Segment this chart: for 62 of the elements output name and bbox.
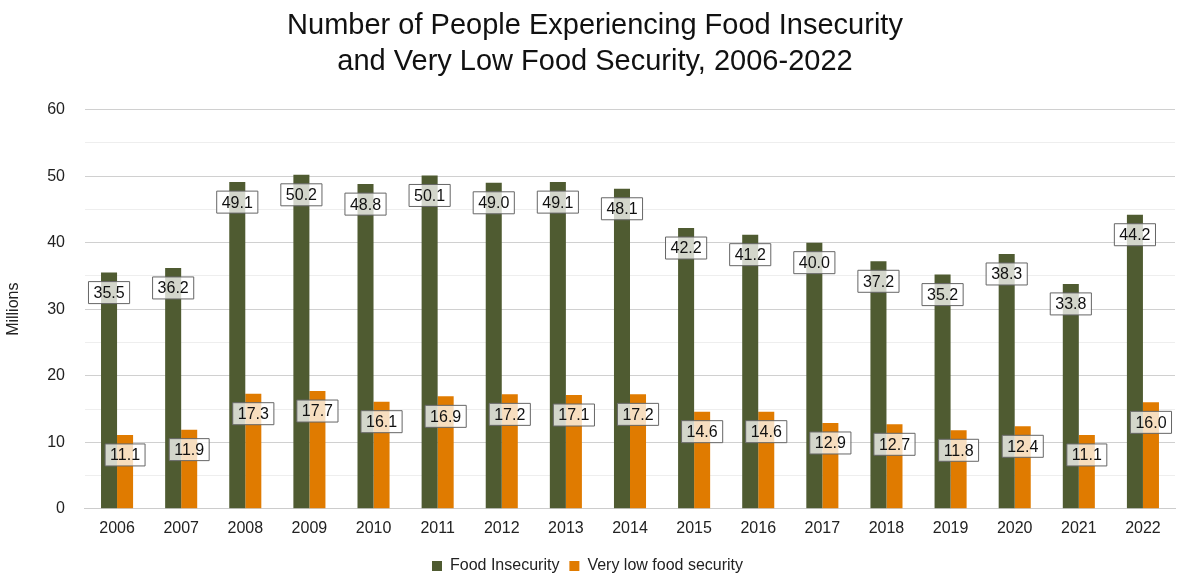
- data-label: 12.9: [814, 434, 847, 452]
- x-tick-label: 2006: [99, 518, 135, 536]
- chart-title: Number of People Experiencing Food Insecurity and Very Low Food Security, 2006-2022: [286, 7, 904, 78]
- x-tick-label: 2015: [676, 518, 713, 536]
- data-label: 33.8: [1055, 295, 1087, 313]
- data-label: 17.1: [558, 406, 590, 424]
- data-label: 11.1: [110, 446, 141, 464]
- y-tick-label: 0: [56, 499, 66, 517]
- data-label: 48.1: [606, 200, 638, 218]
- data-label: 40.0: [798, 254, 831, 272]
- data-label: 35.5: [93, 284, 125, 302]
- data-label: 49.1: [221, 193, 253, 211]
- x-tick-label: 2010: [355, 518, 392, 536]
- data-label: 12.4: [1007, 437, 1039, 455]
- data-label: 16.9: [430, 407, 462, 425]
- y-tick-label: 30: [47, 299, 66, 317]
- x-tick-label: 2009: [291, 518, 328, 536]
- y-tick-label: 10: [47, 432, 66, 450]
- data-label: 44.2: [1119, 226, 1151, 244]
- data-label: 11.8: [943, 441, 974, 459]
- data-label: 16.0: [1135, 413, 1167, 431]
- data-label: 49.1: [542, 193, 574, 211]
- data-label: 37.2: [862, 272, 895, 290]
- data-label: 42.2: [670, 239, 702, 257]
- x-tick-label: 2022: [1125, 518, 1161, 536]
- data-label: 48.8: [349, 195, 382, 213]
- data-label: 17.2: [494, 405, 526, 423]
- data-label: 14.6: [750, 423, 782, 441]
- data-label: 17.2: [622, 405, 654, 423]
- legend-label: Food Insecurity: [450, 556, 560, 574]
- y-axis-title: Millions: [4, 282, 22, 336]
- data-label: 16.1: [365, 413, 398, 431]
- x-tick-label: 2007: [163, 518, 200, 536]
- y-tick-label: 60: [47, 100, 66, 118]
- x-tick-label: 2016: [740, 518, 777, 536]
- data-label: 50.1: [414, 186, 446, 204]
- data-label: 41.2: [734, 246, 766, 264]
- x-tick-label: 2018: [868, 518, 905, 536]
- y-tick-label: 40: [47, 233, 66, 251]
- x-tick-label: 2017: [804, 518, 841, 536]
- x-tick-label: 2013: [548, 518, 584, 536]
- data-label: 17.3: [237, 405, 269, 423]
- y-tick-label: 20: [47, 366, 66, 384]
- data-label: 14.6: [686, 423, 718, 441]
- data-label: 35.2: [927, 286, 959, 304]
- x-tick-label: 2021: [1061, 518, 1097, 536]
- data-label: 17.7: [301, 402, 334, 420]
- data-label: 11.9: [174, 441, 205, 459]
- legend-label: Very low food security: [587, 556, 743, 574]
- x-tick-label: 2011: [420, 518, 455, 536]
- data-label: 12.7: [878, 435, 911, 453]
- data-label: 49.0: [478, 194, 510, 212]
- data-label: 38.3: [991, 265, 1023, 283]
- data-label: 50.2: [285, 186, 318, 204]
- data-label: 36.2: [157, 279, 189, 297]
- x-tick-label: 2020: [996, 518, 1033, 536]
- x-tick-label: 2019: [932, 518, 969, 536]
- x-tick-label: 2012: [483, 518, 520, 536]
- x-tick-label: 2008: [227, 518, 264, 536]
- data-label: 11.1: [1071, 446, 1102, 464]
- y-tick-label: 50: [47, 166, 66, 184]
- x-tick-label: 2014: [612, 518, 648, 536]
